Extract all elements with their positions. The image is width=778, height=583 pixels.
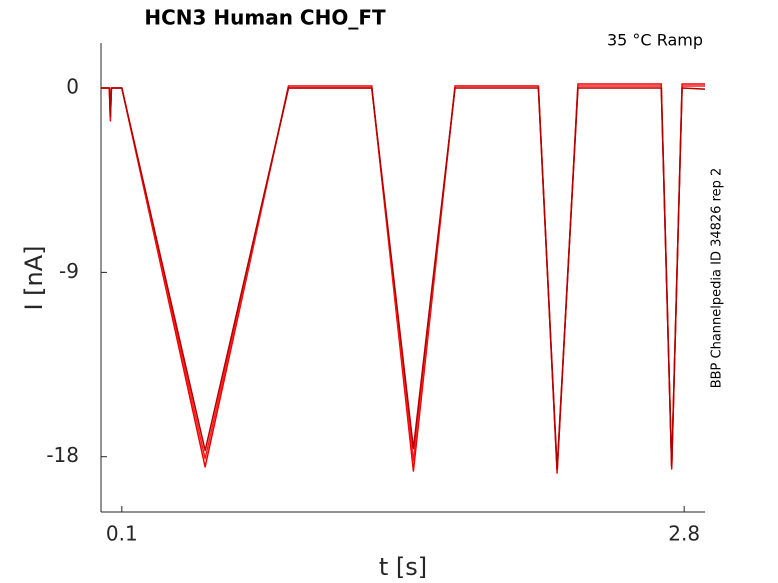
trace-line (101, 87, 706, 470)
x-tick-label: 0.1 (106, 522, 138, 546)
side-note: BBP Channelpedia ID 34826 rep 2 (710, 168, 725, 389)
chart-title: HCN3 Human CHO_FT (144, 6, 386, 30)
y-tick-label: -18 (46, 443, 79, 467)
y-axis-label: I [nA] (20, 245, 48, 310)
x-axis-label: t [s] (379, 553, 427, 581)
trace-line (101, 85, 705, 472)
trace-line (101, 83, 705, 474)
y-tick-label: 0 (66, 75, 79, 99)
x-tick-label: 2.8 (668, 522, 700, 546)
y-tick-label: -9 (59, 259, 79, 283)
annotation: 35 °C Ramp (607, 31, 703, 50)
